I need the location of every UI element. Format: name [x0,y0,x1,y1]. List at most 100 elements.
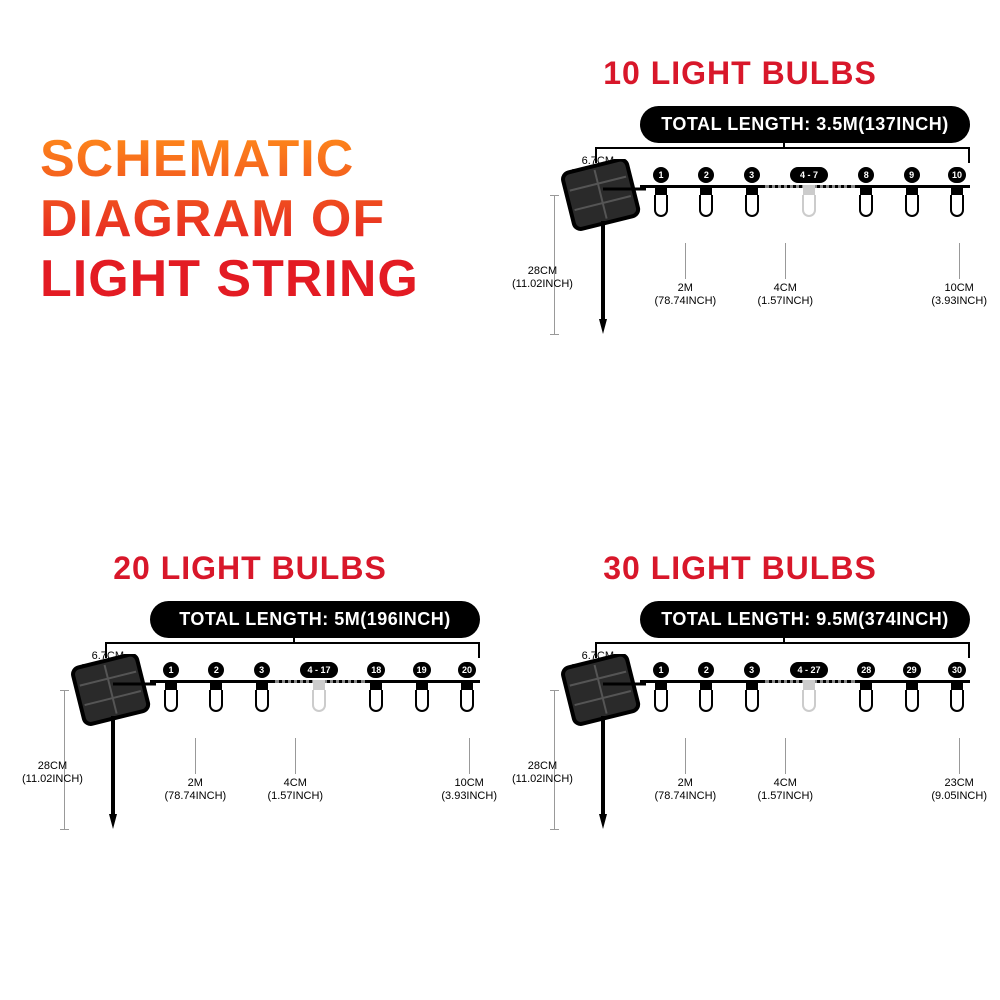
bulb-cap [256,680,268,690]
bulb-number: 18 [367,662,385,678]
bulb-number: 1 [653,662,669,678]
total-length-pill: TOTAL LENGTH: 9.5M(374INCH) [640,601,970,638]
bulb-number: 3 [744,167,760,183]
solar-panel-icon [558,654,648,834]
bulb-glass [745,195,759,217]
bulb-glass [859,195,873,217]
bulb-cap [461,680,473,690]
bulbs-row: 1 2 3 4 - 7 8 9 10 [648,167,970,217]
bulb-number: 1 [163,662,179,678]
bulb-cap [951,680,963,690]
bulb-number: 4 - 7 [790,167,828,183]
bulb: 30 [944,662,970,712]
string-row: 1 2 3 4 - 27 28 29 30 [510,662,970,732]
page-title: SCHEMATIC DIAGRAM OF LIGHT STRING [40,130,419,309]
bulb: 28 [853,662,879,712]
bulb-cap [906,185,918,195]
bulb-number: 1 [653,167,669,183]
solar-panel-icon [68,654,158,834]
bulb: 1 [648,167,674,217]
bulb: 2 [693,662,719,712]
bulb: 3 [249,662,275,712]
solar-panel-icon [558,159,648,339]
string-row: 1 2 3 4 - 17 18 19 20 [20,662,480,732]
bulb-glass [905,195,919,217]
length-bracket [105,642,480,662]
dim-lead: 2M(78.74INCH) [654,243,716,308]
total-length-pill: TOTAL LENGTH: 3.5M(137INCH) [640,106,970,143]
bulb: 2 [693,167,719,217]
bulbs-row: 1 2 3 4 - 27 28 29 30 [648,662,970,712]
dim-gap: 4CM(1.57INCH) [757,738,813,803]
bulb-cap [803,185,815,195]
bulb: 3 [739,167,765,217]
dim-gap: 4CM(1.57INCH) [267,738,323,803]
bulb-glass [699,195,713,217]
bulb-cap [313,680,325,690]
bulb-number: 30 [948,662,966,678]
bulb: 18 [363,662,389,712]
bulb: 8 [853,167,879,217]
bulb: 4 - 17 [294,662,344,712]
dimension-callouts: 2M(78.74INCH) 4CM(1.57INCH) 10CM(3.93INC… [158,738,480,808]
bulb-cap [860,680,872,690]
bulb-glass [654,195,668,217]
bulb-cap [700,185,712,195]
bulb-cap [416,680,428,690]
bulb: 1 [648,662,674,712]
variant-v10: 10 LIGHT BULBS TOTAL LENGTH: 3.5M(137INC… [510,55,970,313]
bulb: 10 [944,167,970,217]
bulb-cap [210,680,222,690]
bulb-number: 2 [698,662,714,678]
bulb-cap [700,680,712,690]
solar-panel [558,654,648,839]
bulb-glass [415,690,429,712]
length-bracket [595,147,970,167]
bulb-cap [655,680,667,690]
bulb-glass [654,690,668,712]
bulb-number: 4 - 17 [300,662,338,678]
bulb-number: 8 [858,167,874,183]
bulb-cap [746,185,758,195]
panel-height-label: 28CM(11.02INCH) [512,265,573,291]
string-row: 1 2 3 4 - 7 8 9 10 [510,167,970,237]
bulb-glass [802,690,816,712]
bulb-number: 19 [413,662,431,678]
bulb-cap [655,185,667,195]
bulb-glass [950,690,964,712]
bulb-number: 3 [744,662,760,678]
dim-lead: 2M(78.74INCH) [164,738,226,803]
bulb: 3 [739,662,765,712]
bulb-glass [802,195,816,217]
bulb-glass [312,690,326,712]
bulb-glass [369,690,383,712]
bulb-glass [209,690,223,712]
bulb-number: 4 - 27 [790,662,828,678]
bulb-number: 2 [698,167,714,183]
bulb-glass [950,195,964,217]
length-bracket [595,642,970,662]
bulb-number: 28 [857,662,875,678]
bulb: 19 [409,662,435,712]
variant-title: 30 LIGHT BULBS [510,550,970,587]
bulb-glass [859,690,873,712]
bulb-glass [460,690,474,712]
bulb-cap [906,680,918,690]
bulb-cap [165,680,177,690]
dim-lead: 2M(78.74INCH) [654,738,716,803]
bulb: 2 [203,662,229,712]
variant-v20: 20 LIGHT BULBS TOTAL LENGTH: 5M(196INCH)… [20,550,480,808]
bulb-number: 3 [254,662,270,678]
bulb: 20 [454,662,480,712]
variant-title: 10 LIGHT BULBS [510,55,970,92]
panel-height-label: 28CM(11.02INCH) [22,760,83,786]
bulb-number: 9 [904,167,920,183]
panel-height-label: 28CM(11.02INCH) [512,760,573,786]
bulb-glass [255,690,269,712]
title-line-2: DIAGRAM OF [40,190,385,248]
bulb-glass [164,690,178,712]
bulb-cap [746,680,758,690]
bulb-number: 29 [903,662,921,678]
bulb-number: 2 [208,662,224,678]
solar-panel [68,654,158,839]
